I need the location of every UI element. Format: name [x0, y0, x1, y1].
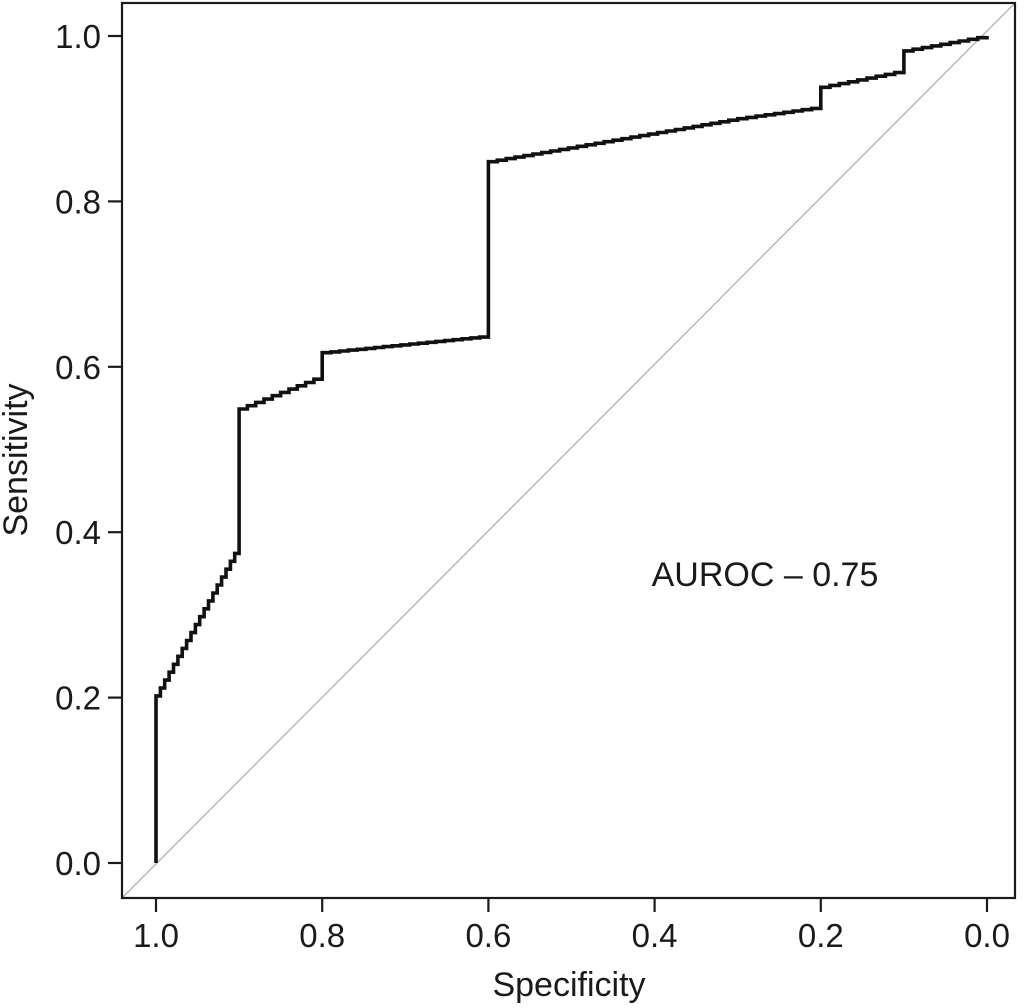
auroc-annotation: AUROC – 0.75 [652, 556, 879, 594]
y-tick-label: 0.4 [55, 514, 101, 551]
x-axis-ticks [154, 898, 989, 912]
y-tick-label: 0.8 [55, 183, 101, 220]
x-tick-label: 0.0 [964, 917, 1010, 954]
y-tick-label: 0.2 [55, 680, 101, 717]
x-axis-title: Specificity [492, 966, 645, 1004]
plot-box [120, 1, 1017, 900]
y-axis-tick-labels: 0.0 0.2 0.4 0.6 0.8 1.0 [55, 18, 101, 882]
x-axis-tick-labels: 1.0 0.8 0.6 0.4 0.2 0.0 [133, 917, 1010, 954]
x-tick-label: 0.2 [798, 917, 844, 954]
y-tick-label: 0.0 [55, 845, 101, 882]
x-tick-label: 1.0 [133, 917, 179, 954]
y-tick-label: 1.0 [55, 18, 101, 55]
x-tick-label: 0.6 [465, 917, 511, 954]
x-tick-label: 0.8 [299, 917, 345, 954]
x-tick-label: 0.4 [632, 917, 678, 954]
y-tick-label: 0.6 [55, 349, 101, 386]
roc-curve [154, 35, 989, 863]
y-axis-title: Sensitivity [0, 383, 35, 536]
y-axis-ticks [108, 34, 122, 865]
chance-diagonal-line [122, 3, 1015, 898]
